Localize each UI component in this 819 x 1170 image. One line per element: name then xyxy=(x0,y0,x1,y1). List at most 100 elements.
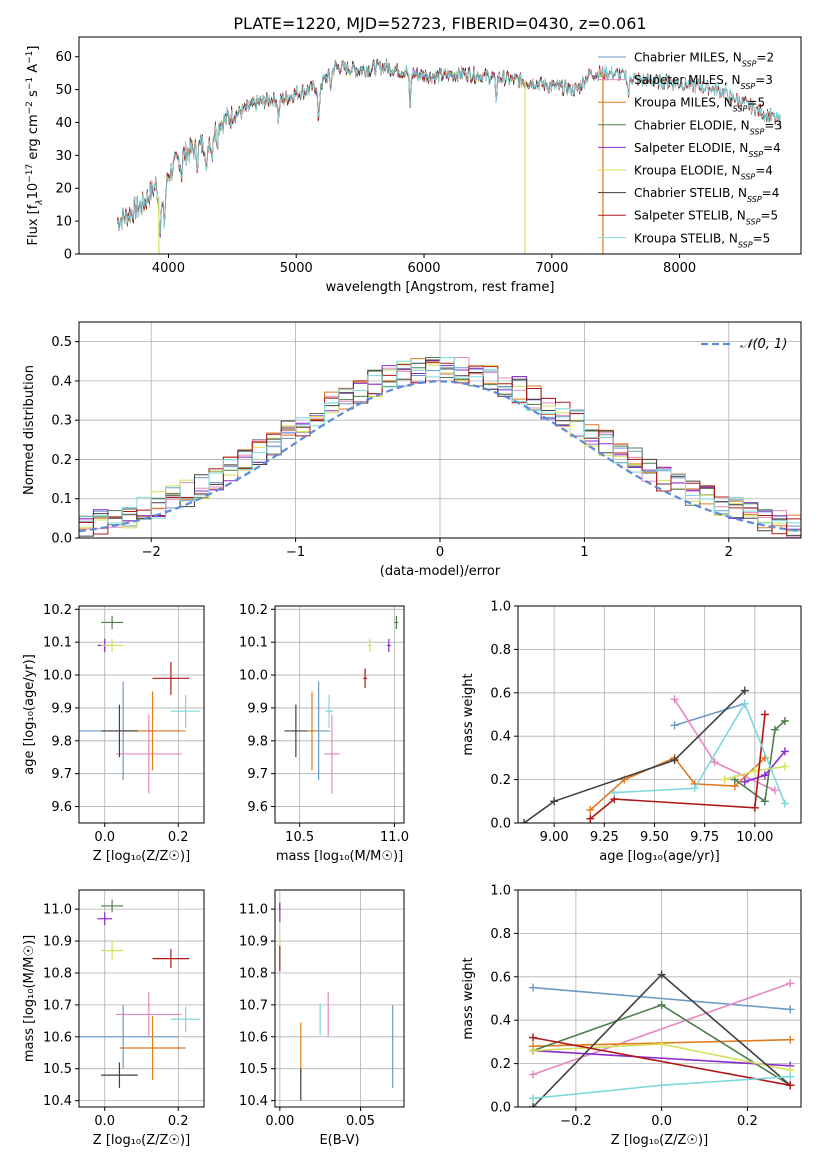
y-tick-label: 1.0 xyxy=(490,884,511,899)
legend-sub: SSP xyxy=(742,59,757,68)
x-tick-label: 0 xyxy=(436,545,444,560)
weight-marker xyxy=(780,717,789,726)
legend-sub: SSP xyxy=(748,149,763,158)
y-tick-label: 10.6 xyxy=(239,1030,268,1045)
y-axis-label: mass weight xyxy=(461,673,476,755)
plot-area xyxy=(279,902,394,1101)
weight-marker xyxy=(740,699,749,708)
y-tick-label: 10.2 xyxy=(239,603,268,618)
weight-marker xyxy=(529,1070,538,1079)
y-tick-label: 10.7 xyxy=(43,998,72,1013)
x-tick-label: 8000 xyxy=(663,261,696,276)
y-axis-label-part: −1 xyxy=(25,51,35,64)
weight-marker xyxy=(780,747,789,756)
legend-nssp: 3 xyxy=(765,73,773,87)
y-tick-label: 10.9 xyxy=(239,935,268,950)
x-tick-label: 0.05 xyxy=(346,1114,375,1129)
y-tick-label: 10.7 xyxy=(239,998,268,1013)
legend-label: Kroupa STELIB, NSSP=5 xyxy=(634,231,770,249)
weight-marker xyxy=(670,756,679,765)
weight-marker xyxy=(786,1072,795,1081)
x-tick-label: 2 xyxy=(725,545,733,560)
y-tick-label: 11.0 xyxy=(43,903,72,918)
y-tick-label: 9.8 xyxy=(247,734,268,749)
axes-frame xyxy=(78,889,205,1108)
x-tick-label: 0.0 xyxy=(94,830,115,845)
weight-marker xyxy=(690,784,699,793)
weight-marker xyxy=(586,814,595,823)
plot-area xyxy=(116,58,782,254)
weight-marker xyxy=(586,805,595,814)
legend-sub: SSP xyxy=(747,195,762,204)
legend-eq: = xyxy=(755,164,765,178)
x-axis-label: age [log₁₀(age/yr)] xyxy=(599,849,720,864)
x-tick-label: 11.0 xyxy=(380,830,409,845)
y-tick-label: 0.4 xyxy=(51,374,72,389)
y-tick-label: 40 xyxy=(55,116,72,131)
weight-marker xyxy=(770,725,779,734)
panel-residual-histogram: −2 −1 0 1 2 0.0 0.1 0.2 0.3 0.4 0.5 (data-model)/er… xyxy=(22,321,802,579)
y-axis-label: Flux [fλ10−17 erg cm−2 s−1 A−1] xyxy=(25,46,45,246)
weight-marker xyxy=(760,771,769,780)
y-axis-label-part: −2 xyxy=(25,101,35,114)
weight-marker xyxy=(740,777,749,786)
y-axis-label-part: erg cm xyxy=(26,114,41,163)
weight-line xyxy=(589,714,766,820)
spectrum-line xyxy=(116,58,782,236)
legend-model: Salpeter ELODIE xyxy=(634,141,732,155)
x-tick-label: 9.25 xyxy=(590,830,619,845)
y-axis-label-part: ] xyxy=(26,46,41,51)
plot-area xyxy=(79,615,201,794)
weight-marker xyxy=(657,970,666,979)
y-tick-label: 0.4 xyxy=(490,730,511,745)
x-tick-label: −2 xyxy=(142,545,161,560)
weight-line xyxy=(532,1049,791,1067)
legend-label: Chabrier STELIB, NSSP=4 xyxy=(634,186,779,204)
legend-label: Kroupa MILES, NSSP=5 xyxy=(634,96,765,114)
y-tick-label: 10.5 xyxy=(43,1062,72,1077)
x-tick-label: 0.00 xyxy=(265,1114,294,1129)
figure-title: PLATE=1220, MJD=52723, FIBERID=0430, z=0… xyxy=(233,14,646,33)
y-tick-label: 60 xyxy=(55,50,72,65)
panel-age-vs-mass: 10.5 11.0 9.6 9.7 9.8 9.9 10.0 10.1 10.2 mass [lo… xyxy=(239,603,409,864)
weight-marker xyxy=(670,721,679,730)
axes-frame xyxy=(78,36,802,255)
y-tick-label: 30 xyxy=(55,149,72,164)
axes-frame xyxy=(517,889,802,1108)
plot-area xyxy=(529,970,795,1107)
legend-eq: = xyxy=(755,73,765,87)
x-tick-label: 0.0 xyxy=(94,1114,115,1129)
y-axis-label: age [log₁₀(age/yr)] xyxy=(22,654,37,775)
weight-marker xyxy=(780,799,789,808)
y-axis-label-part: s xyxy=(26,90,41,101)
weight-marker xyxy=(740,686,749,695)
legend-label: 𝒩(0, 1) xyxy=(740,337,787,352)
legend-eq: = xyxy=(760,209,770,223)
y-tick-label: 10.8 xyxy=(239,966,268,981)
legend-label: Chabrier ELODIE, NSSP=3 xyxy=(634,118,782,136)
weight-marker xyxy=(529,1033,538,1042)
legend-model: Chabrier ELODIE xyxy=(634,118,733,132)
axes-frame xyxy=(274,889,405,1108)
x-tick-label: 0.2 xyxy=(168,1114,189,1129)
x-tick-label: 4000 xyxy=(152,261,185,276)
axes-frame xyxy=(517,605,802,824)
x-tick-label: 0.0 xyxy=(651,1114,672,1129)
plot-area xyxy=(79,899,201,1088)
weight-marker xyxy=(786,1081,795,1090)
weight-marker xyxy=(760,797,769,806)
y-axis-label: mass [log₁₀(M/M☉)] xyxy=(22,935,37,1062)
legend-model: Chabrier STELIB xyxy=(634,186,730,200)
y-axis-label-part: Flux [f xyxy=(26,204,41,245)
legend-n: , N xyxy=(716,96,733,110)
weight-line xyxy=(523,690,746,823)
panel-spectrum: 4000 5000 6000 7000 8000 0 10 20 30 40 50 60 wavelen… xyxy=(25,36,802,295)
weight-marker xyxy=(780,762,789,771)
weight-marker xyxy=(550,797,559,806)
weight-marker xyxy=(786,1005,795,1014)
x-tick-label: 9.00 xyxy=(540,830,569,845)
x-tick-label: −0.2 xyxy=(560,1114,592,1129)
y-tick-label: 0.8 xyxy=(490,643,511,658)
panel-age-vs-z: 0.0 0.2 9.6 9.7 9.8 9.9 10.0 10.1 10.2 Z [log₁₀(Z… xyxy=(22,603,205,864)
